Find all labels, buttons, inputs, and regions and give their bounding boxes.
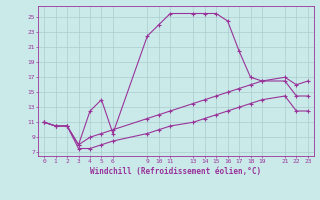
X-axis label: Windchill (Refroidissement éolien,°C): Windchill (Refroidissement éolien,°C) [91,167,261,176]
